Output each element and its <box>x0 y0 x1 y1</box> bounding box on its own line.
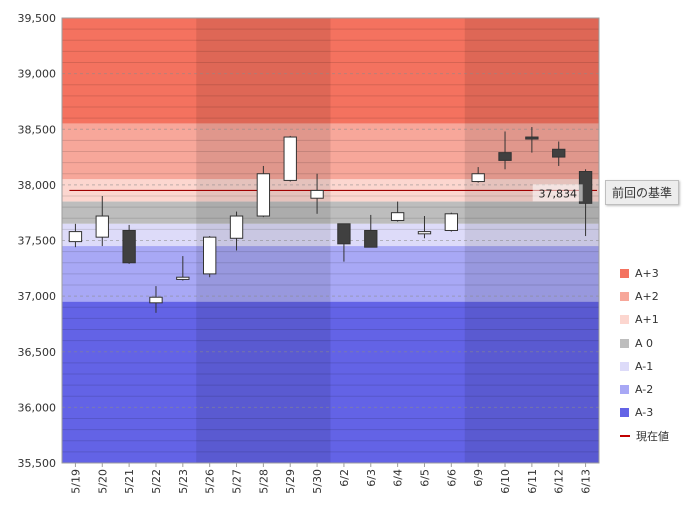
y-tick-label: 35,500 <box>18 457 57 470</box>
legend-label: A-1 <box>635 359 654 373</box>
legend-item-a-1: A-1 <box>620 355 688 378</box>
legend-line <box>620 434 630 437</box>
legend-label: A+2 <box>635 290 659 304</box>
zone-band-a-2 <box>62 246 599 302</box>
previous-base-label: 前回の基準 <box>605 180 680 205</box>
candle-body-down <box>525 136 539 140</box>
legend-label: A+3 <box>635 267 659 281</box>
x-tick-label: 6/5 <box>418 469 431 487</box>
y-tick-label: 39,000 <box>18 68 57 81</box>
zone-band-a-3 <box>62 301 599 463</box>
legend-item-current: 現在値 <box>620 424 688 447</box>
legend-item-a+3: A+3 <box>620 262 688 285</box>
candle-body-down <box>122 229 136 264</box>
legend-swatch <box>620 292 629 302</box>
candle-body-down <box>337 223 351 245</box>
candles <box>68 127 593 313</box>
current-value-layer: 37,834 <box>532 184 583 202</box>
legend-swatch <box>620 338 629 348</box>
legend-label: A-3 <box>635 406 654 420</box>
legend-item-a+2: A+2 <box>620 285 688 308</box>
x-tick-label: 6/13 <box>580 469 593 494</box>
x-tick-label: 5/27 <box>231 469 244 494</box>
zone-band-a0 <box>62 201 599 224</box>
legend-item-a0: A 0 <box>620 332 688 355</box>
current-value-label: 37,834 <box>538 187 577 200</box>
grid-lines <box>61 17 600 464</box>
x-tick-label: 5/29 <box>284 469 297 494</box>
legend-swatch <box>620 315 629 325</box>
candle-body-up <box>256 173 271 217</box>
x-tick-label: 6/11 <box>526 469 539 494</box>
x-tick-label: 5/28 <box>257 469 270 494</box>
x-tick-label: 5/26 <box>204 469 217 494</box>
y-tick-label: 36,500 <box>18 346 57 359</box>
candle-body-down <box>552 148 566 158</box>
legend-item-a-3: A-3 <box>620 401 688 424</box>
x-tick-label: 6/2 <box>338 469 351 487</box>
y-tick-label: 37,500 <box>18 235 57 248</box>
candle-body-up <box>68 231 83 243</box>
candle-body-up <box>149 296 163 304</box>
candle-body-up <box>95 215 109 238</box>
legend-swatch <box>620 361 629 371</box>
candle-body-up <box>283 136 297 181</box>
zone-band-a+2 <box>62 123 599 180</box>
x-axis: 5/19 5/20 5/21 5/22 5/23 5/26 5/27 5/28 5/29 5/30… <box>69 463 593 494</box>
y-tick-label: 36,000 <box>18 401 57 414</box>
candle-body-up <box>444 213 459 231</box>
legend-item-a-2: A-2 <box>620 378 688 401</box>
y-tick-label: 37,000 <box>18 290 57 303</box>
x-tick-label: 6/6 <box>445 469 458 487</box>
x-tick-label: 6/4 <box>392 469 405 487</box>
x-tick-label: 6/10 <box>499 469 512 494</box>
candle-body-up <box>202 236 217 275</box>
y-tick-label: 38,500 <box>18 123 57 136</box>
legend-swatch <box>620 269 629 279</box>
legend: A+3 A+2 A+1 A 0 A-1 A-2 A-3 現在値 <box>620 262 688 448</box>
zone-band-a+3 <box>62 18 599 124</box>
candle-body-up <box>390 212 405 221</box>
x-tick-label: 6/3 <box>365 469 378 487</box>
candle-body-up <box>417 231 432 235</box>
candle-body-down <box>498 152 512 161</box>
candle-body-up <box>176 276 190 280</box>
x-tick-label: 5/20 <box>96 469 109 494</box>
x-tick-label: 5/23 <box>177 469 190 494</box>
candle-body-up <box>310 189 324 199</box>
legend-swatch <box>620 408 629 418</box>
legend-label: 現在値 <box>636 429 669 443</box>
x-tick-label: 5/30 <box>311 469 324 494</box>
candle-body-down <box>364 229 378 248</box>
x-tick-label: 5/22 <box>150 469 163 494</box>
legend-label: A 0 <box>635 336 654 350</box>
plot-frame <box>61 17 600 464</box>
y-axis: 35,500 36,000 36,500 37,000 37,500 38,000 38,5… <box>18 12 57 470</box>
y-tick-label: 39,500 <box>18 12 57 25</box>
y-tick-label: 38,000 <box>18 179 57 192</box>
current-value-bg <box>532 184 583 202</box>
x-tick-label: 5/21 <box>123 469 136 494</box>
legend-item-a+1: A+1 <box>620 308 688 331</box>
candle-body-up <box>229 215 244 239</box>
legend-swatch <box>620 385 629 395</box>
x-tick-label: 6/12 <box>553 469 566 494</box>
legend-label: A+1 <box>635 313 659 327</box>
x-tick-label: 6/9 <box>472 469 485 487</box>
x-tick-label: 5/19 <box>69 469 82 494</box>
legend-label: A-2 <box>635 383 654 397</box>
candle-body-up <box>471 173 485 183</box>
